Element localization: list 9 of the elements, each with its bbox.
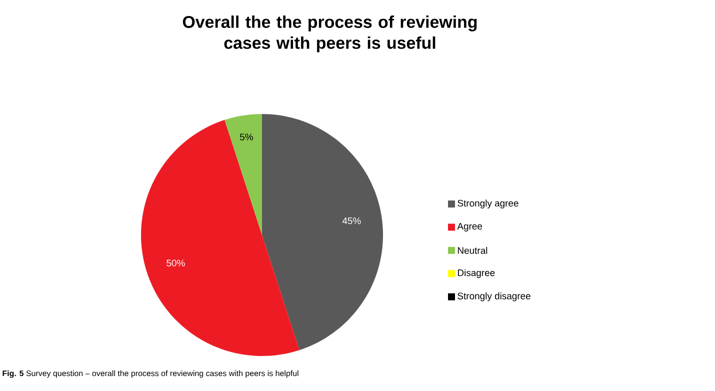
legend-label: Strongly disagree xyxy=(458,292,530,302)
legend-label: Neutral xyxy=(458,246,488,254)
data-label: 50% xyxy=(166,260,185,266)
chart-title: Overall the the process of reviewing cases with peers is useful xyxy=(182,16,477,52)
legend-label: Disagree xyxy=(458,269,495,278)
data-label: 45% xyxy=(342,217,361,224)
legend-label: Agree xyxy=(457,222,482,232)
legend-label: Strongly agree xyxy=(458,200,518,208)
data-label: 5% xyxy=(240,134,253,140)
